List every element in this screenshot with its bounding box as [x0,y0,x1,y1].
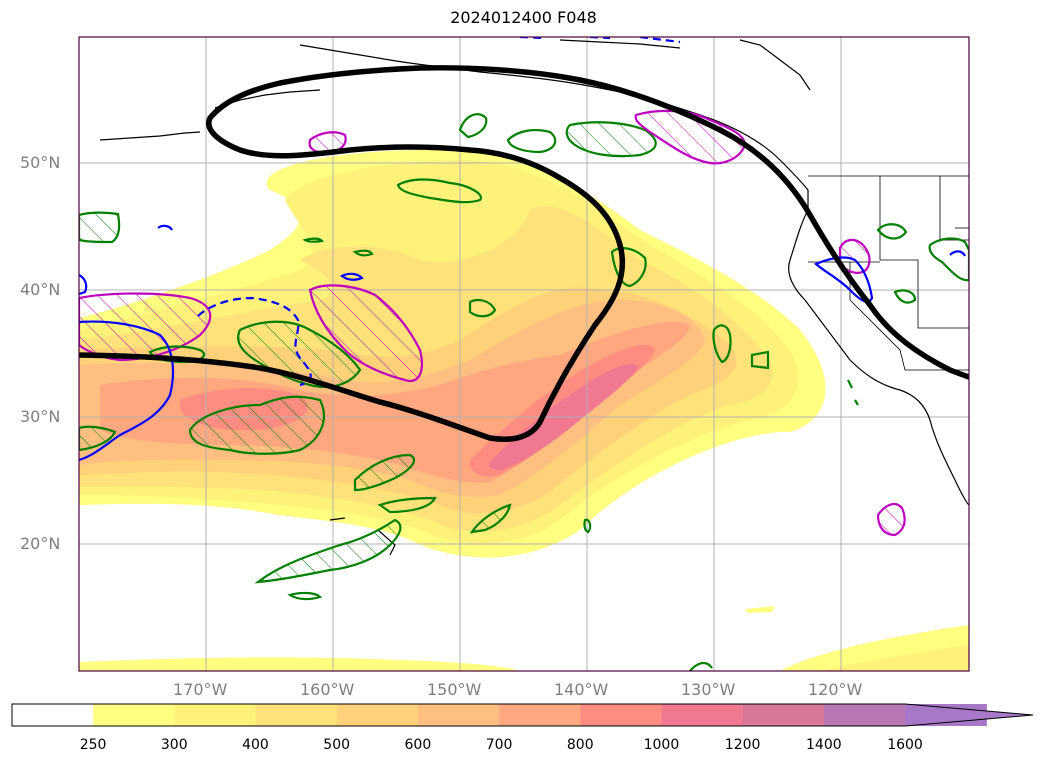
colorbar-segment [661,704,744,726]
lat-label-20: 20°N [20,534,61,553]
map-title: 2024012400 F048 [450,8,597,27]
colorbar-segment [12,704,94,726]
colorbar-segment [336,704,419,726]
colorbar-tick-label: 1000 [643,737,680,753]
map-area [79,37,969,671]
shaded-field [79,148,969,671]
shade-250-d [745,606,775,613]
shade-250-b [79,657,520,671]
colorbar-segment [580,704,663,726]
lon-label-130w: 130°W [681,680,736,699]
colorbar-segment [174,704,257,726]
map-frame [78,36,970,672]
colorbar-tick-label: 800 [566,737,594,753]
colorbar-segment [742,704,825,726]
colorbar-tick-label: 250 [79,737,107,753]
colorbar-tick-label: 1600 [887,737,923,753]
lon-label-120w: 120°W [808,680,863,699]
colorbar-tick-label: 500 [323,737,351,753]
colorbar-segment [824,704,906,726]
lat-label-50: 50°N [20,153,61,172]
colorbar-tick-label: 700 [485,737,513,753]
shade-300-c [820,645,969,671]
thick-black-contours [79,65,969,442]
lat-label-40: 40°N [20,280,61,299]
lon-label-160w: 160°W [300,680,355,699]
blue-contours [79,37,966,462]
lon-label-150w: 150°W [427,680,482,699]
green-hatched-regions [79,121,657,584]
colorbar-outline [11,703,1034,727]
lon-label-170w: 170°W [173,680,228,699]
colorbar-tick-label: 600 [404,737,432,753]
colorbar-tick-label: 300 [160,737,188,753]
colorbar-tick-label: 1400 [806,737,842,753]
colorbar-segment [418,704,500,726]
magenta-hatched-regions [79,109,906,537]
colorbar-tick-label: 400 [242,737,269,753]
colorbar-segment [499,704,581,726]
colorbar [11,703,1034,727]
colorbar-extend-arrow [905,704,1033,726]
colorbar-segment [255,704,338,726]
lat-label-30: 30°N [20,407,61,426]
lon-label-140w: 140°W [554,680,609,699]
coastlines [99,39,969,556]
colorbar-tick-label: 1200 [724,737,761,753]
colorbar-segment [93,704,175,726]
